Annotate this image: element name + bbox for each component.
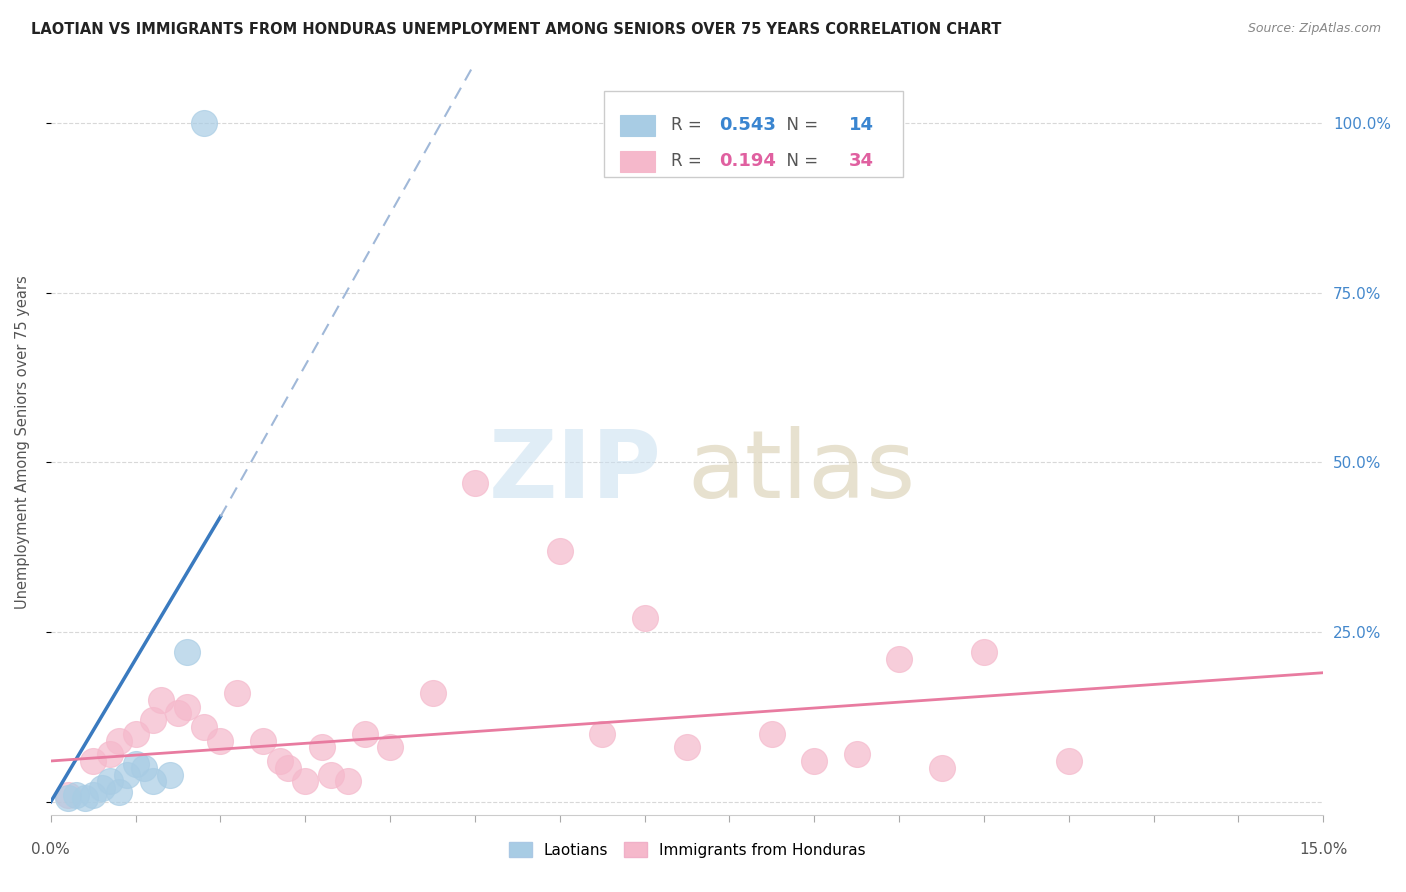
Point [193,116,215,130]
Point [176,645,198,659]
Point [159,767,181,781]
Bar [620,115,655,136]
Bar [620,151,655,172]
Text: ZIP: ZIP [489,425,662,517]
Point [134,761,156,775]
Point [252,733,274,747]
Point [82,754,104,768]
Point [167,706,190,721]
Text: LAOTIAN VS IMMIGRANTS FROM HONDURAS UNEMPLOYMENT AMONG SENIORS OVER 75 YEARS COR: LAOTIAN VS IMMIGRANTS FROM HONDURAS UNEM… [31,22,1001,37]
Point [931,761,953,775]
Point [142,713,165,727]
Text: R =: R = [671,116,706,135]
Text: 14: 14 [849,116,873,135]
FancyBboxPatch shape [605,91,904,177]
Point [226,686,249,700]
Point [336,774,359,789]
Point [353,727,375,741]
Point [319,767,342,781]
Point [378,740,401,755]
Text: 0.543: 0.543 [718,116,776,135]
Point [98,774,121,789]
Point [591,727,613,741]
Point [98,747,121,762]
Point [124,727,146,741]
Text: N =: N = [776,153,824,170]
Point [107,733,129,747]
Text: atlas: atlas [688,425,915,517]
Point [887,652,910,666]
Text: 0.0%: 0.0% [31,842,70,857]
Point [115,767,138,781]
Point [56,791,79,805]
Text: N =: N = [776,116,824,135]
Point [56,788,79,802]
Point [193,720,215,734]
Point [422,686,444,700]
Point [90,781,112,796]
Text: Source: ZipAtlas.com: Source: ZipAtlas.com [1247,22,1381,36]
Point [294,774,316,789]
Point [176,699,198,714]
Point [269,754,291,768]
Point [277,761,299,775]
Point [142,774,165,789]
Point [124,757,146,772]
Legend: Laotians, Immigrants from Honduras: Laotians, Immigrants from Honduras [502,836,872,863]
Point [1057,754,1080,768]
Point [65,788,87,802]
Text: 0.194: 0.194 [718,153,776,170]
Point [82,788,104,802]
Point [803,754,825,768]
Point [73,791,96,805]
Point [107,784,129,798]
Point [209,733,232,747]
Text: 15.0%: 15.0% [1299,842,1347,857]
Point [973,645,995,659]
Point [150,693,173,707]
Point [761,727,783,741]
Point [311,740,333,755]
Point [464,475,486,490]
Text: R =: R = [671,153,706,170]
Point [548,543,571,558]
Text: 34: 34 [849,153,873,170]
Point [633,611,655,625]
Point [676,740,699,755]
Y-axis label: Unemployment Among Seniors over 75 years: Unemployment Among Seniors over 75 years [15,275,30,608]
Point [845,747,868,762]
